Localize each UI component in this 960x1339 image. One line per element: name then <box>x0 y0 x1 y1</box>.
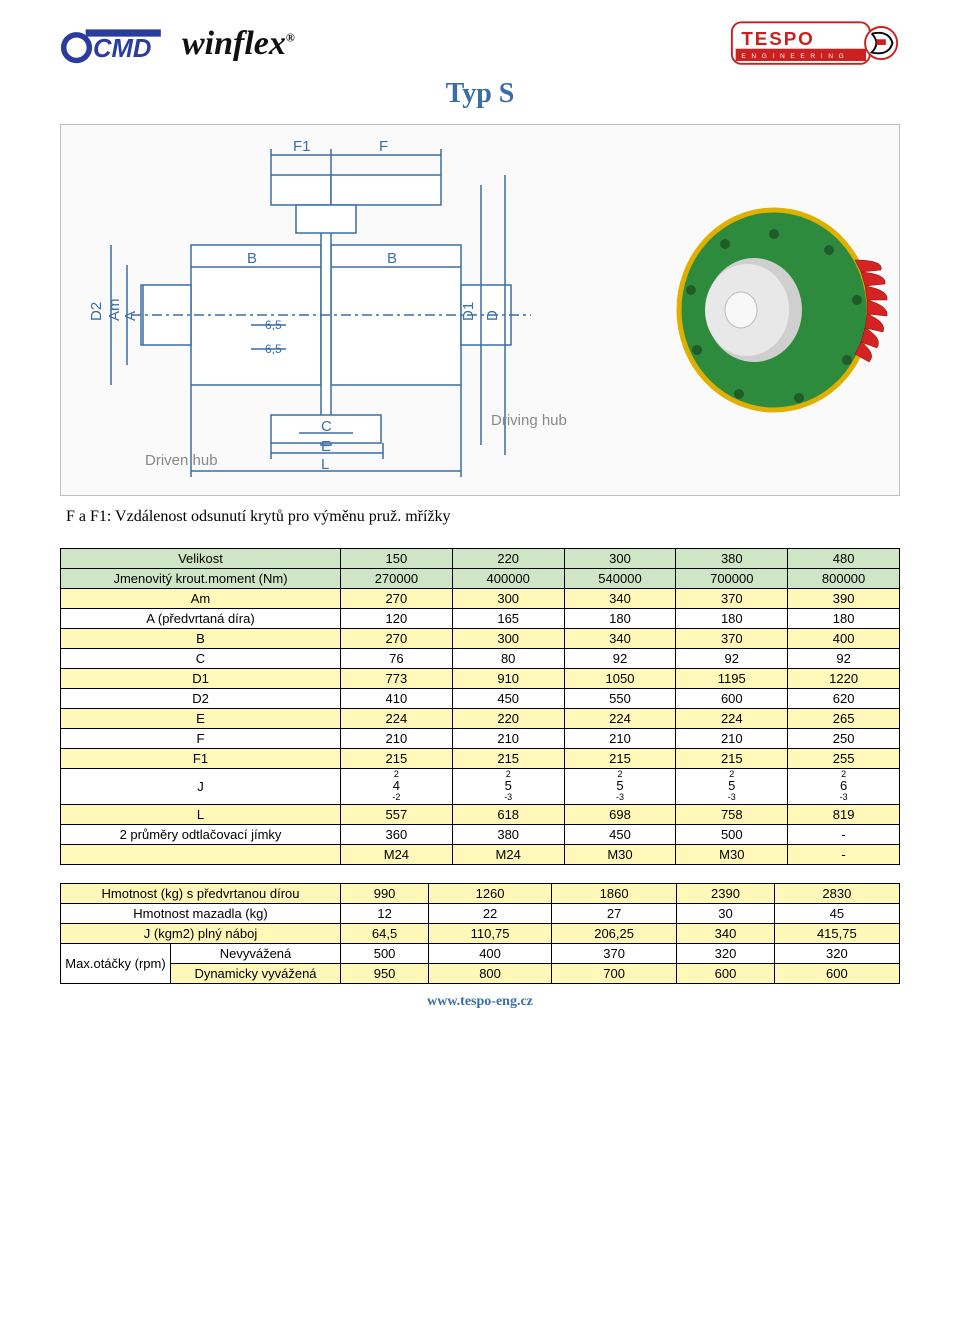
svg-text:F1: F1 <box>293 138 311 155</box>
svg-text:F: F <box>379 138 388 155</box>
svg-text:Am: Am <box>106 299 123 322</box>
svg-text:L: L <box>321 456 329 473</box>
svg-text:D1: D1 <box>460 302 477 321</box>
svg-text:E N G I N E E R I N G: E N G I N E E R I N G <box>741 53 845 60</box>
technical-drawing: F1 F B B D1 D D2 Am A 6,5 6,5 C E L Driv… <box>71 135 601 485</box>
svg-text:6,5: 6,5 <box>265 318 282 332</box>
mass-table: Hmotnost (kg) s předvrtanou dírou9901260… <box>60 883 900 984</box>
svg-text:Driving hub: Driving hub <box>491 412 567 429</box>
svg-text:B: B <box>247 250 257 267</box>
svg-text:D2: D2 <box>88 302 105 321</box>
svg-text:D: D <box>484 310 501 321</box>
dimensions-table: Velikost150220300380480Jmenovitý krout.m… <box>60 548 900 865</box>
svg-text:A: A <box>122 311 139 321</box>
figure-caption: F a F1: Vzdálenost odsunutí krytů pro vý… <box>66 508 900 526</box>
figure-area: F1 F B B D1 D D2 Am A 6,5 6,5 C E L Driv… <box>60 124 900 496</box>
svg-text:C: C <box>321 418 332 435</box>
logos-left: CMD winflex® <box>60 22 295 66</box>
header: CMD winflex® TESPO E N G I N E E R I N G <box>60 20 900 68</box>
page-title: Typ S <box>60 78 900 110</box>
svg-text:6,5: 6,5 <box>265 342 282 356</box>
coupling-render <box>629 200 889 420</box>
winflex-logo: winflex® <box>182 25 295 63</box>
footer-url: www.tespo-eng.cz <box>0 994 960 1010</box>
svg-text:CMD: CMD <box>93 35 151 63</box>
svg-text:Driven hub: Driven hub <box>145 452 218 469</box>
svg-text:TESPO: TESPO <box>741 29 814 50</box>
svg-text:B: B <box>387 250 397 267</box>
tespo-logo: TESPO E N G I N E E R I N G <box>730 20 900 68</box>
svg-text:E: E <box>321 438 331 455</box>
cmd-logo: CMD <box>60 22 170 66</box>
